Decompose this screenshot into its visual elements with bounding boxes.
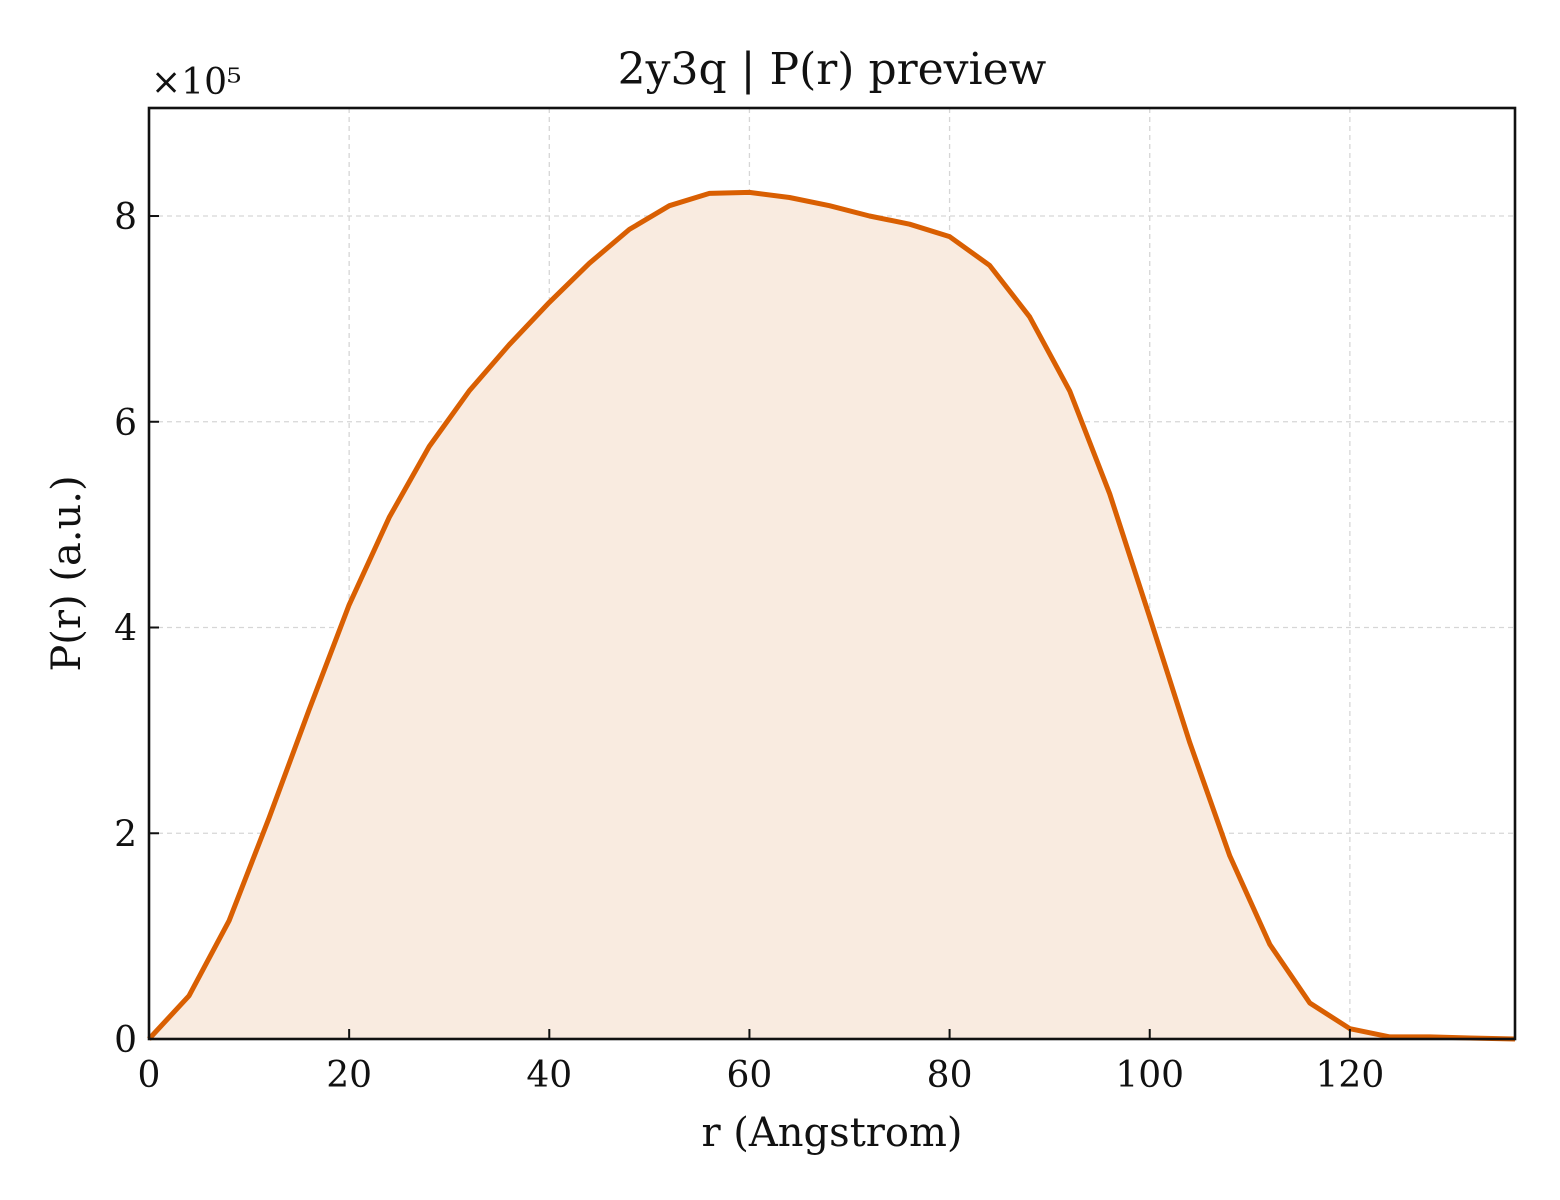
x-tick-label: 80 — [927, 1055, 973, 1096]
tick-labels: 0 20 40 60 80 100 120 0 2 4 6 8 — [114, 197, 1384, 1096]
x-axis-label: r (Angstrom) — [701, 1110, 962, 1156]
plot-frame — [147, 106, 1517, 1041]
y-axis-multiplier: ×10⁵ — [151, 62, 241, 103]
x-tick-label: 0 — [138, 1055, 161, 1096]
pr-line — [147, 189, 1516, 1042]
pr-area-fill — [149, 192, 1515, 1039]
y-tick-label: 6 — [114, 403, 137, 444]
x-tick-label: 120 — [1316, 1055, 1385, 1096]
x-tick-label: 40 — [526, 1055, 572, 1096]
y-tick-label: 0 — [114, 1020, 137, 1061]
chart-title: 2y3q | P(r) preview — [618, 44, 1047, 95]
x-tick-label: 60 — [727, 1055, 773, 1096]
y-tick-label: 8 — [114, 197, 137, 238]
y-axis-label: P(r) (a.u.) — [44, 475, 90, 671]
y-tick-label: 4 — [114, 609, 137, 650]
y-tick-label: 2 — [114, 814, 137, 855]
x-tick-label: 100 — [1115, 1055, 1184, 1096]
x-tick-label: 20 — [326, 1055, 372, 1096]
ticks — [148, 215, 1351, 1040]
